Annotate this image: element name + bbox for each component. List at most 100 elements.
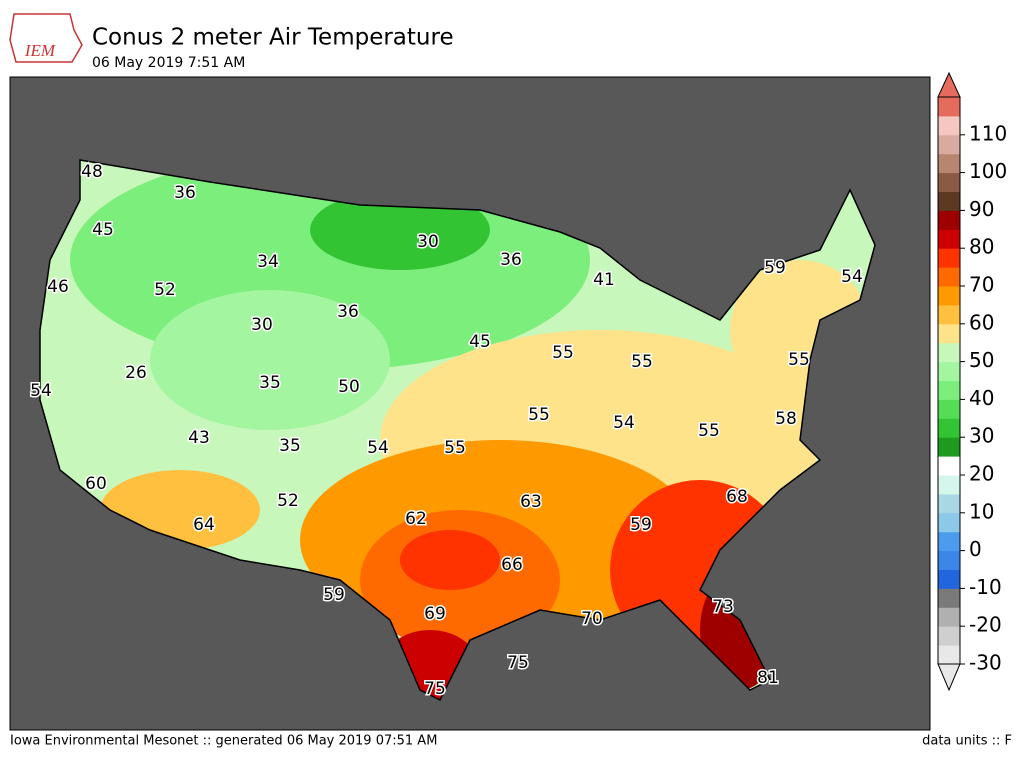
station-value: 45 (469, 332, 491, 352)
colorbar-bin (938, 342, 960, 363)
colorbar-bin (938, 153, 960, 174)
station-labels: 48 36 45 34 30 36 41 59 54 46 52 30 36 45 55 55 55 26 35 50… (29, 161, 865, 701)
station-value: 52 (154, 280, 176, 300)
colorbar-bin (938, 248, 960, 268)
station-value: 54 (613, 413, 635, 433)
colorbar-arrow (937, 71, 961, 98)
station-value: 59 (323, 585, 345, 605)
station-value: 36 (337, 302, 359, 322)
station-value: 66 (501, 555, 523, 575)
station-value: 35 (279, 436, 301, 456)
colorbar-bin (938, 210, 960, 230)
colorbar-tick-label: 0 (969, 537, 982, 561)
colorbar-bin (938, 437, 960, 457)
colorbar-bin (938, 286, 960, 306)
colorbar-bin (938, 418, 960, 438)
colorbar-tick-label: 30 (969, 424, 994, 448)
station-value: 30 (417, 232, 439, 252)
colorbar-bin (938, 97, 960, 117)
colorbar-tick-label: 20 (969, 462, 994, 486)
station-value: 35 (259, 373, 281, 393)
station-value: 36 (174, 183, 196, 203)
station-value: 69 (424, 604, 446, 624)
station-value: 55 (444, 438, 466, 458)
colorbar-tick-label: 50 (969, 348, 994, 372)
station-value: 52 (277, 491, 299, 511)
colorbar-bin (938, 475, 960, 495)
colorbar-bin (938, 569, 960, 589)
station-value: 59 (764, 258, 786, 278)
station-value: 55 (528, 405, 550, 425)
colorbar-tick-label: 100 (969, 159, 1007, 183)
station-value: 34 (257, 252, 279, 272)
station-value: 54 (841, 267, 863, 287)
station-value: 55 (698, 421, 720, 441)
colorbar-bin (938, 626, 960, 646)
colorbar-frame (937, 96, 961, 665)
station-value: 30 (251, 315, 273, 335)
station-value: 43 (188, 428, 210, 448)
colorbar-bin (938, 172, 960, 192)
colorbar-bin (938, 493, 960, 514)
colorbar-tick-label: -20 (969, 613, 1002, 637)
colorbar-bin (938, 531, 960, 552)
country-outline (39, 159, 876, 702)
colorbar-bin (938, 607, 960, 627)
station-value: 36 (500, 250, 522, 270)
station-value: 62 (405, 509, 427, 529)
station-value: 73 (712, 597, 734, 617)
colorbar-tick-label: 10 (969, 499, 994, 523)
station-value: 55 (552, 343, 574, 363)
colorbar-bin (938, 304, 960, 325)
colorbar-tick-label: 40 (969, 386, 994, 410)
station-value: 26 (125, 363, 147, 383)
station-value: 54 (367, 438, 389, 458)
station-value: 59 (630, 515, 652, 535)
subtitle: 06 May 2019 7:51 AM (92, 55, 245, 71)
station-value: 48 (81, 162, 103, 182)
colorbar-bin (938, 399, 960, 419)
station-value: 50 (338, 377, 360, 397)
colorbar-bin (938, 323, 960, 344)
station-value: 54 (30, 381, 52, 401)
colorbar-tick-label: 60 (969, 310, 994, 334)
colorbar: -30 -20 -10 0 10 20 30 40 50 60 70 80 90 100 110 (937, 71, 1007, 692)
logo-text: IEM (24, 41, 56, 60)
station-value: 70 (581, 609, 603, 629)
colorbar-bin (938, 645, 960, 665)
station-value: 68 (726, 487, 748, 507)
colorbar-tick-label: -10 (969, 575, 1002, 599)
station-value: 46 (47, 277, 69, 297)
colorbar-bin (938, 134, 960, 155)
station-value: 75 (424, 679, 446, 699)
station-value: 45 (92, 220, 114, 240)
colorbar-tick-label: 80 (969, 235, 994, 259)
colorbar-tick-label: 110 (969, 121, 1007, 145)
station-value: 75 (507, 653, 529, 673)
station-value: 55 (788, 350, 810, 370)
station-value: 55 (631, 352, 653, 372)
colorbar-arrow (937, 663, 961, 692)
colorbar-bin (938, 115, 960, 136)
footer-left: Iowa Environmental Mesonet :: generated … (10, 734, 437, 749)
colorbar-bin (938, 550, 960, 570)
colorbar-bin (938, 361, 960, 381)
station-value: 63 (520, 492, 542, 512)
colorbar-tick-label: 70 (969, 273, 994, 297)
colorbar-bin (938, 512, 960, 533)
footer-right: data units :: F (922, 734, 1012, 749)
station-value: 60 (85, 474, 107, 494)
colorbar-bin (938, 456, 960, 476)
colorbar-bin (938, 229, 960, 249)
title: Conus 2 meter Air Temperature (92, 25, 454, 51)
logo: IEM (9, 13, 83, 63)
station-value: 81 (757, 668, 779, 688)
colorbar-tick-label: -30 (969, 651, 1002, 675)
station-value: 64 (193, 515, 215, 535)
colorbar-bin (938, 267, 960, 287)
colorbar-tick-label: 90 (969, 197, 994, 221)
station-value: 41 (593, 270, 615, 290)
station-value: 58 (775, 409, 797, 429)
colorbar-bin (938, 380, 960, 400)
